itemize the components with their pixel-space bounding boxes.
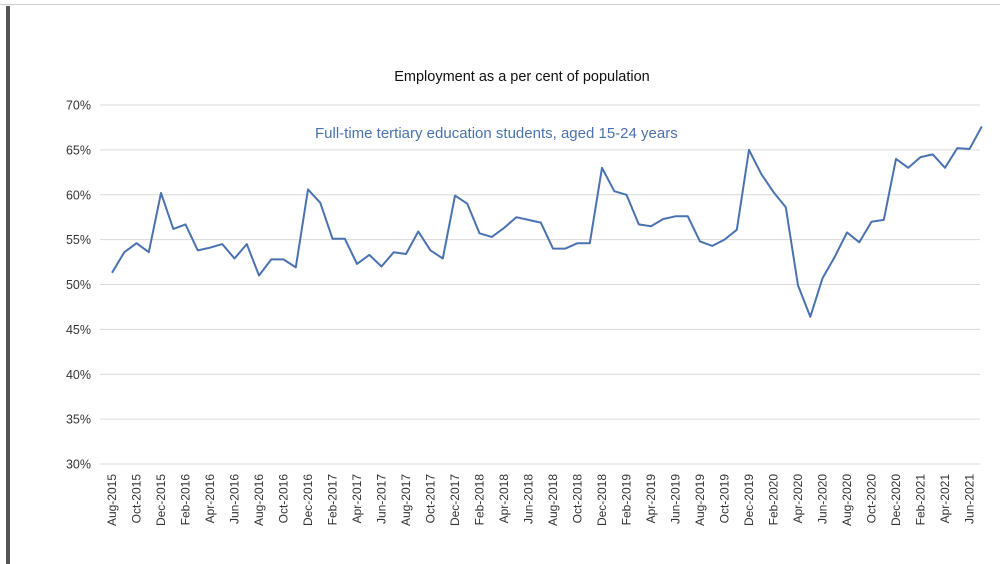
x-tick-label: Apr-2016: [203, 474, 217, 524]
x-tick-label: Apr-2019: [644, 474, 658, 524]
x-tick-label: Feb-2018: [473, 474, 487, 526]
x-tick-label: Feb-2020: [767, 474, 781, 526]
y-tick-label: 70%: [66, 99, 91, 113]
y-tick-label: 40%: [66, 368, 91, 382]
x-tick-label: Dec-2018: [595, 474, 609, 526]
left-border: [6, 6, 10, 564]
y-tick-label: 50%: [66, 278, 91, 292]
x-tick-label: Dec-2019: [742, 474, 756, 526]
x-tick-label: Jun-2018: [522, 474, 536, 524]
chart-title: Employment as a per cent of population: [394, 69, 650, 85]
x-tick-label: Aug-2019: [693, 474, 707, 526]
y-tick-label: 60%: [66, 188, 91, 202]
x-axis-ticks: Aug-2015 Oct-2015 Dec-2015 Feb-2016 Apr-2016…: [105, 474, 977, 526]
x-tick-label: Jun-2017: [375, 474, 389, 524]
x-tick-label: Jun-2021: [963, 474, 977, 524]
x-tick-label: Jun-2019: [669, 474, 683, 524]
x-tick-label: Dec-2017: [448, 474, 462, 526]
x-tick-label: Feb-2017: [326, 474, 340, 526]
y-axis-ticks: 30% 35% 40% 45% 50% 55% 60% 65% 70%: [66, 99, 91, 472]
x-tick-label: Apr-2017: [350, 474, 364, 524]
top-border: [0, 4, 1000, 5]
x-tick-label: Aug-2017: [399, 474, 413, 526]
y-tick-label: 30%: [66, 458, 91, 472]
y-tick-label: 45%: [66, 323, 91, 337]
x-tick-label: Aug-2018: [546, 474, 560, 526]
series-group: [111, 126, 983, 318]
series-line: [111, 126, 983, 318]
x-tick-label: Oct-2018: [571, 474, 585, 524]
x-tick-label: Oct-2020: [865, 474, 879, 524]
x-tick-label: Oct-2015: [130, 474, 144, 524]
x-tick-label: Feb-2021: [914, 474, 928, 526]
x-tick-label: Feb-2016: [179, 474, 193, 526]
x-tick-label: Apr-2018: [497, 474, 511, 524]
x-tick-label: Jun-2020: [816, 474, 830, 524]
x-tick-label: Jun-2016: [228, 474, 242, 524]
y-tick-label: 55%: [66, 233, 91, 247]
x-tick-label: Aug-2015: [105, 474, 119, 526]
x-tick-label: Oct-2017: [424, 474, 438, 524]
x-tick-label: Oct-2019: [718, 474, 732, 524]
y-tick-label: 35%: [66, 413, 91, 427]
x-tick-label: Apr-2020: [791, 474, 805, 524]
series-label: Full-time tertiary education students, a…: [315, 125, 678, 142]
x-tick-label: Dec-2020: [889, 474, 903, 526]
x-tick-label: Aug-2020: [840, 474, 854, 526]
x-tick-label: Dec-2016: [301, 474, 315, 526]
x-tick-label: Oct-2016: [277, 474, 291, 524]
x-tick-label: Dec-2015: [154, 474, 168, 526]
x-tick-label: Aug-2016: [252, 474, 266, 526]
x-tick-label: Apr-2021: [938, 474, 952, 524]
gridlines: [100, 104, 980, 465]
x-tick-label: Feb-2019: [620, 474, 634, 526]
y-tick-label: 65%: [66, 143, 91, 157]
